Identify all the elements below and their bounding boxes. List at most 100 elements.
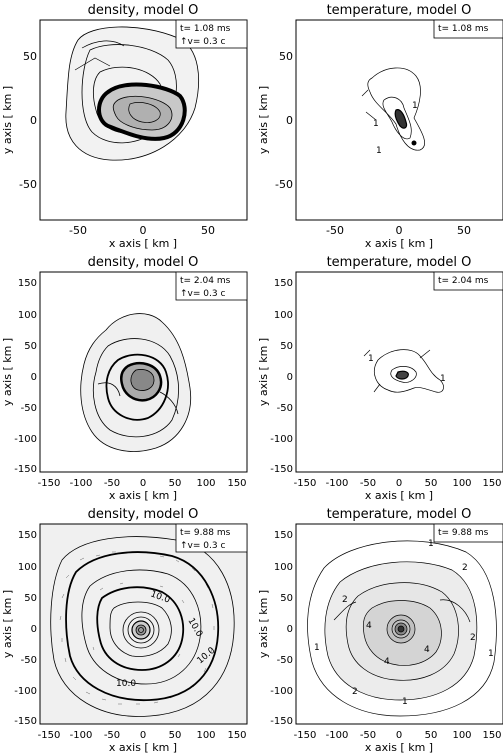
y-tick: 50 — [24, 341, 37, 352]
y-tick: 150 — [18, 278, 37, 289]
y-axis-label: y axis [ km ] — [1, 86, 14, 154]
x-tick: -100 — [70, 478, 93, 489]
y-tick: 50 — [23, 50, 37, 63]
x-tick: -150 — [294, 478, 317, 489]
velocity-label: ↑v= 0.3 c — [180, 289, 225, 299]
y-tick: 0 — [287, 624, 293, 635]
x-tick: -100 — [70, 730, 93, 741]
x-tick: 0 — [396, 730, 402, 741]
density-contours — [50, 536, 235, 717]
y-tick: 100 — [18, 310, 37, 321]
y-axis-label: y axis [ km ] — [257, 338, 270, 406]
x-axis-label: x axis [ km ] — [365, 489, 433, 502]
y-tick: -50 — [275, 178, 293, 191]
x-tick: -50 — [69, 224, 87, 237]
y-tick: 0 — [31, 624, 37, 635]
contour-label: 2 — [342, 595, 348, 605]
temperature-contours — [363, 349, 444, 393]
time-label: t= 2.04 ms — [438, 276, 489, 286]
x-tick: 100 — [452, 730, 471, 741]
panel-title: temperature, model O — [327, 255, 472, 270]
y-axis-label: y axis [ km ] — [257, 590, 270, 658]
x-axis-label: x axis [ km ] — [109, 237, 177, 250]
y-tick: 0 — [287, 372, 293, 383]
contour-label: 1 — [368, 354, 374, 364]
density-contours — [80, 313, 192, 452]
y-tick: -150 — [14, 716, 37, 727]
contour-label: 4 — [384, 657, 390, 667]
y-tick: 150 — [18, 530, 37, 541]
y-tick: -100 — [14, 686, 37, 697]
panel-density-2: density, model O t= 2.04 ms ↑v= 0.3 c -1… — [1, 255, 248, 502]
x-tick: 50 — [425, 478, 438, 489]
annotation-box — [175, 19, 248, 49]
x-tick: -100 — [326, 478, 349, 489]
y-tick: -50 — [277, 655, 293, 666]
panel-title: density, model O — [88, 507, 199, 522]
contour-label: 4 — [424, 645, 430, 655]
x-tick: 100 — [452, 478, 471, 489]
x-axis-label: x axis [ km ] — [365, 237, 433, 250]
contour-label: 1 — [402, 697, 408, 707]
panel-title: density, model O — [88, 255, 199, 270]
panel-density-3: density, model O 10.0 10.0 10.0 10.0 t= … — [1, 507, 248, 754]
time-label: t= 9.88 ms — [438, 528, 489, 538]
y-tick: -100 — [270, 434, 293, 445]
x-tick: -50 — [104, 478, 120, 489]
y-tick: 100 — [274, 562, 293, 573]
y-tick: 150 — [274, 530, 293, 541]
velocity-label: ↑v= 0.3 c — [180, 541, 225, 551]
temperature-contours — [307, 540, 497, 717]
x-tick: 150 — [227, 478, 246, 489]
velocity-label: ↑v= 0.3 c — [180, 37, 225, 47]
x-tick: 50 — [425, 730, 438, 741]
x-tick: 0 — [396, 224, 403, 237]
x-tick: -150 — [38, 478, 61, 489]
x-tick: -50 — [104, 730, 120, 741]
y-axis-label: y axis [ km ] — [1, 590, 14, 658]
x-tick: -150 — [38, 730, 61, 741]
x-tick: 50 — [457, 224, 471, 237]
y-tick: 100 — [18, 562, 37, 573]
x-tick: 0 — [140, 478, 146, 489]
contour-label: 1 — [412, 101, 418, 111]
y-tick: -100 — [14, 434, 37, 445]
panel-density-1: density, model O t= 1.08 ms ↑v= 0.3 c -5… — [1, 3, 248, 250]
y-tick: -150 — [14, 464, 37, 475]
contour-label: 1 — [440, 374, 446, 384]
annotation-box — [433, 523, 503, 543]
x-tick: 100 — [196, 730, 215, 741]
y-tick: -150 — [270, 464, 293, 475]
time-label: t= 2.04 ms — [180, 276, 231, 286]
x-axis-label: x axis [ km ] — [109, 741, 177, 754]
time-label: t= 1.08 ms — [180, 24, 231, 34]
panel-title: temperature, model O — [327, 3, 472, 18]
x-tick: -100 — [326, 730, 349, 741]
annotation-box — [175, 523, 248, 553]
time-label: t= 1.08 ms — [438, 24, 489, 34]
x-tick: 150 — [482, 730, 501, 741]
x-tick: 50 — [169, 478, 182, 489]
y-tick: 0 — [286, 114, 293, 127]
contour-label: 2 — [352, 687, 358, 697]
panel-temperature-1: temperature, model O 1 1 1 t= 1.08 ms -5… — [257, 3, 503, 250]
contour-label: 2 — [470, 633, 476, 643]
y-tick: 50 — [280, 593, 293, 604]
contour-label: 1 — [376, 146, 382, 156]
annotation-box — [433, 19, 503, 39]
x-tick: 0 — [140, 224, 147, 237]
panel-temperature-3: temperature, model O 1 2 1 2 4 4 4 2 1 1… — [257, 507, 503, 754]
x-tick: 150 — [227, 730, 246, 741]
y-tick: 0 — [30, 114, 37, 127]
y-tick: -50 — [277, 403, 293, 414]
y-tick: -50 — [21, 403, 37, 414]
y-tick: -100 — [270, 686, 293, 697]
temperature-contours — [361, 67, 425, 151]
annotation-box — [433, 271, 503, 291]
x-tick: 0 — [140, 730, 146, 741]
panel-title: density, model O — [88, 3, 199, 18]
y-tick: 50 — [280, 341, 293, 352]
panel-title: temperature, model O — [327, 507, 472, 522]
x-tick: 0 — [396, 478, 402, 489]
x-tick: 150 — [482, 478, 501, 489]
